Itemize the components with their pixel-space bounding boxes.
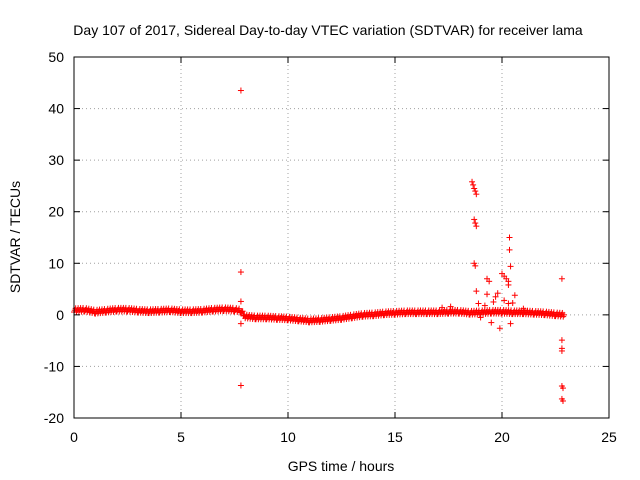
data-point: [559, 397, 566, 404]
x-tick-label: 15: [387, 429, 403, 445]
data-point: [505, 300, 512, 307]
data-point: [484, 291, 491, 298]
data-point: [496, 325, 503, 332]
data-point: [501, 297, 508, 304]
data-point: [236, 305, 243, 312]
data-point: [506, 246, 513, 253]
x-tick-label: 25: [601, 429, 617, 445]
y-axis-label: SDTVAR / TECUs: [7, 181, 23, 293]
data-point: [509, 299, 516, 306]
data-point: [481, 302, 488, 309]
data-point: [559, 385, 566, 392]
data-point: [237, 298, 244, 305]
data-point: [490, 298, 497, 305]
data-point: [511, 292, 518, 299]
data-point: [469, 178, 476, 185]
data-point: [520, 305, 527, 312]
data-point: [558, 337, 565, 344]
data-point: [238, 308, 245, 315]
data-point: [472, 220, 479, 227]
data-point: [473, 191, 480, 198]
data-point: [507, 320, 514, 327]
data-point: [475, 300, 482, 307]
data-point: [492, 293, 499, 300]
data-point: [486, 278, 493, 285]
x-tick-label: 20: [494, 429, 510, 445]
data-point: [471, 260, 478, 267]
data-point: [237, 269, 244, 276]
y-tick-label: -10: [44, 358, 64, 374]
data-point: [473, 223, 480, 230]
plot-frame: [73, 56, 610, 419]
x-tick-label: 0: [70, 429, 78, 445]
data-points: [71, 87, 568, 404]
data-point: [237, 382, 244, 389]
data-point: [239, 308, 246, 315]
x-tick-label: 10: [280, 429, 296, 445]
chart-title: Day 107 of 2017, Sidereal Day-to-day VTE…: [73, 22, 583, 38]
data-point: [505, 281, 512, 288]
y-tick-label: 40: [48, 101, 64, 117]
grid: [74, 57, 609, 418]
y-tick-label: 20: [48, 204, 64, 220]
data-point: [477, 314, 484, 321]
data-point: [494, 290, 501, 297]
data-point: [473, 288, 480, 295]
data-point: [447, 303, 454, 310]
data-point: [471, 185, 478, 192]
data-point: [237, 87, 244, 94]
x-tick-label: 5: [177, 429, 185, 445]
axis-ticks: 0 5 10 15 20 25 -20 -10 0 10 20 30 40 50: [44, 49, 617, 445]
data-point: [472, 262, 479, 269]
data-point: [472, 188, 479, 195]
data-point: [558, 347, 565, 354]
data-point: [471, 216, 478, 223]
data-point: [470, 181, 477, 188]
data-point: [507, 263, 514, 270]
y-tick-label: 10: [48, 255, 64, 271]
data-point: [237, 320, 244, 327]
y-tick-label: 30: [48, 152, 64, 168]
y-tick-label: 50: [48, 49, 64, 65]
data-point: [506, 234, 513, 241]
y-tick-label: 0: [56, 307, 64, 323]
data-point: [561, 311, 568, 318]
data-point: [439, 304, 446, 311]
y-tick-label: -20: [44, 410, 64, 426]
data-point: [488, 319, 495, 326]
data-point: [558, 275, 565, 282]
x-axis-label: GPS time / hours: [288, 458, 395, 474]
